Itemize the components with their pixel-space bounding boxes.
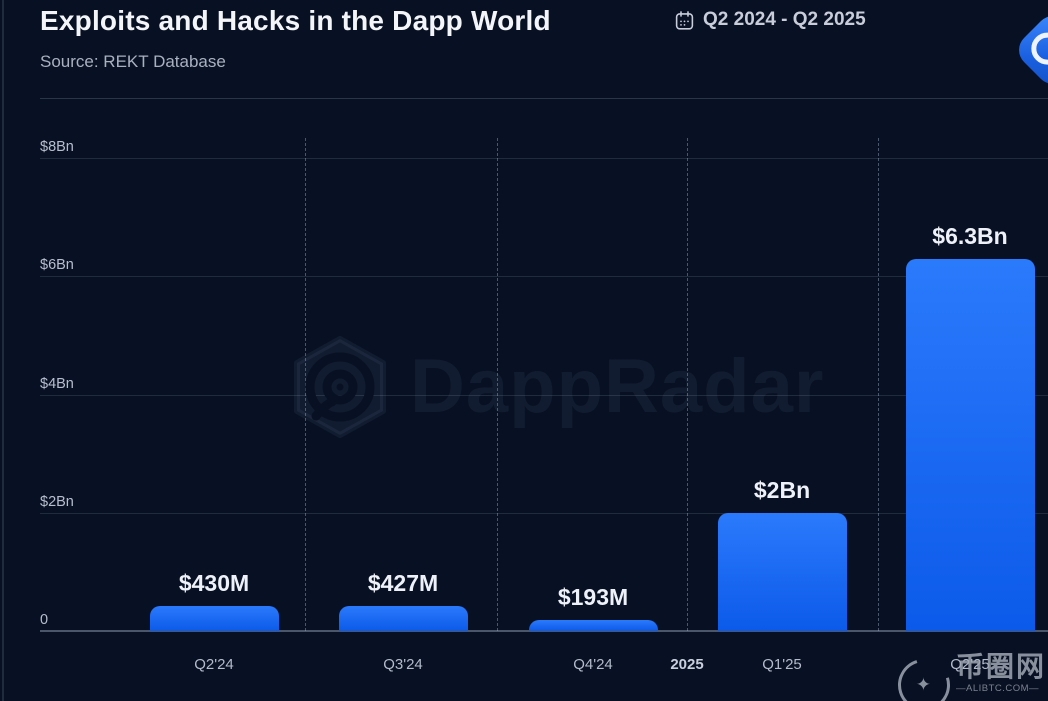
x-tick-label: Q3'24 xyxy=(383,656,423,673)
calendar-icon xyxy=(675,10,694,30)
y-tick-label: 0 xyxy=(40,612,49,628)
x-tick-label: Q4'24 xyxy=(573,656,613,673)
coin-star-icon: ✦ xyxy=(888,649,960,701)
page-title: Exploits and Hacks in the Dapp World xyxy=(40,5,551,36)
y-tick-label: $2Bn xyxy=(40,493,74,510)
year-divider-label: 2025 xyxy=(670,656,704,673)
bar-value-label: $6.3Bn xyxy=(932,222,1008,249)
x-axis-line xyxy=(40,630,1048,632)
corner-watermark-text: 币圈网 —ALIBTC.COM— xyxy=(956,651,1046,694)
card-left-edge xyxy=(2,0,4,701)
bar-q1-25[interactable] xyxy=(717,512,847,631)
dappradar-watermark: DappRadar xyxy=(286,336,824,438)
dappradar-app-logo-icon xyxy=(1011,8,1048,92)
gridline-horizontal xyxy=(40,512,1048,514)
quarter-divider-dashed-line xyxy=(497,138,498,631)
quarter-divider-dashed-line xyxy=(687,138,688,631)
x-tick-label: Q2'24 xyxy=(194,656,234,673)
y-tick-label: $4Bn xyxy=(40,375,74,392)
star-glyph: ✦ xyxy=(916,674,932,695)
bar-q2-25[interactable] xyxy=(905,258,1035,631)
bar-q2-24[interactable] xyxy=(149,605,279,631)
y-tick-label: $8Bn xyxy=(40,139,74,155)
date-range-label: Q2 2024 - Q2 2025 xyxy=(703,9,866,30)
bar-value-label: $427M xyxy=(367,569,439,596)
dappradar-hexagon-radar-icon xyxy=(294,336,386,438)
chart-top-border xyxy=(40,98,1048,99)
source-caption: Source: REKT Database xyxy=(40,52,226,71)
quarter-divider-dashed-line xyxy=(878,138,879,631)
corner-watermark: ✦ 币圈网 —ALIBTC.COM— xyxy=(888,649,1046,701)
dappradar-watermark-text: DappRadar xyxy=(410,344,825,429)
y-tick-label: $6Bn xyxy=(40,257,74,274)
quarter-divider-dashed-line xyxy=(305,138,306,631)
gridline-horizontal xyxy=(40,276,1048,278)
bar-q4-24[interactable] xyxy=(528,619,658,631)
date-range-control[interactable]: Q2 2024 - Q2 2025 xyxy=(674,9,866,31)
gridline-horizontal xyxy=(40,158,1048,159)
bar-q3-24[interactable] xyxy=(338,605,468,631)
x-tick-label: Q2'25 xyxy=(950,656,990,673)
bar-value-label: $2Bn xyxy=(753,476,811,503)
corner-watermark-url: —ALIBTC.COM— xyxy=(955,683,1040,694)
gridline-horizontal xyxy=(40,394,1048,396)
logo-ring xyxy=(1031,32,1048,65)
bar-value-label: $193M xyxy=(557,583,629,610)
x-tick-label: Q1'25 xyxy=(762,656,802,673)
corner-watermark-sitename: 币圈网 xyxy=(955,651,1046,682)
bar-value-label: $430M xyxy=(178,569,250,596)
